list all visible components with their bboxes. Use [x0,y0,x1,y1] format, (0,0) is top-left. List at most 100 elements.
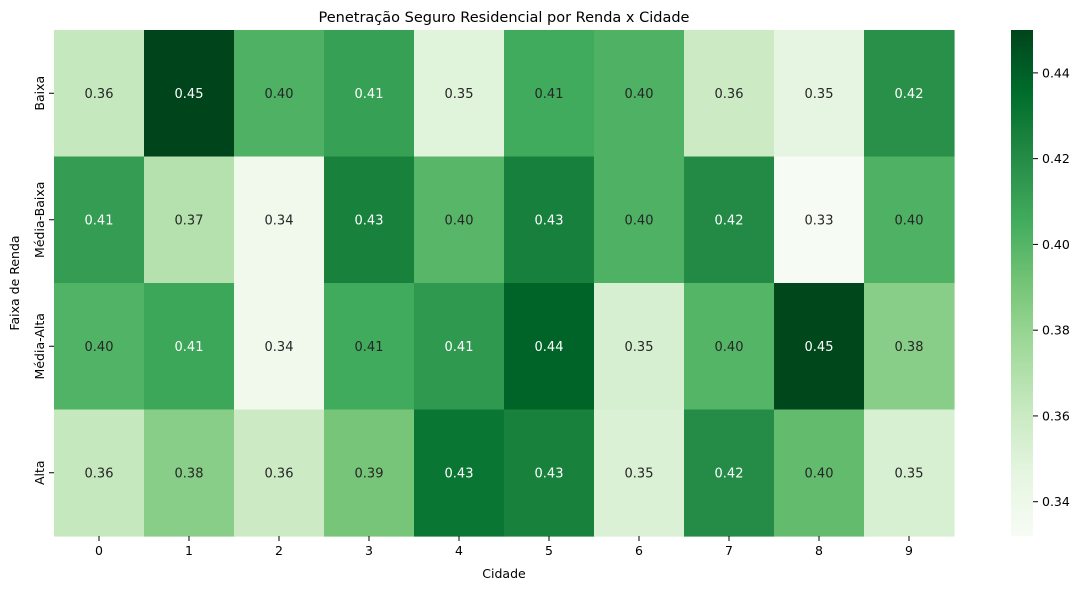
cell-value-label: 0.39 [355,466,384,481]
x-tick-label: 8 [815,543,823,558]
heatmap-cell [504,30,595,158]
cell-value-label: 0.45 [805,340,834,355]
y-tick-label: Média-Alta [32,313,47,379]
cell-value-label: 0.42 [895,87,924,102]
heatmap-cell [234,156,325,284]
cell-value-label: 0.40 [805,466,834,481]
heatmap-cell [684,283,775,411]
x-tick-label: 6 [635,543,643,558]
cell-value-label: 0.41 [175,340,204,355]
heatmap-cell [54,283,145,411]
heatmap-cell [684,156,775,284]
heatmap-cell [594,30,685,158]
heatmap-cell [594,156,685,284]
cell-value-label: 0.34 [265,213,294,228]
heatmap-cell [54,156,145,284]
x-tick-label: 5 [545,543,553,558]
cell-value-label: 0.40 [895,213,924,228]
cell-value-label: 0.40 [625,87,654,102]
y-axis-label: Faixa de Renda [7,235,22,330]
cell-value-label: 0.43 [535,213,564,228]
y-tick-label: Alta [32,460,47,485]
heatmap-cell [864,283,955,411]
x-tick-label: 2 [275,543,283,558]
heatmap-cell [324,156,415,284]
cell-value-label: 0.37 [175,213,204,228]
cell-value-label: 0.36 [85,466,114,481]
heatmap-cell [414,283,505,411]
heatmap-cell [414,409,505,537]
cell-value-label: 0.40 [625,213,654,228]
cell-value-label: 0.41 [355,87,384,102]
x-axis-ticks: 0 1 2 3 4 5 6 7 8 9 [95,536,913,558]
cell-value-label: 0.40 [85,340,114,355]
colorbar-tick-label: 0.36 [1042,408,1070,423]
cell-value-label: 0.33 [805,213,834,228]
chart-title: Penetração Seguro Residencial por Renda … [319,10,690,26]
colorbar-ticks: 0.34 0.36 0.38 0.40 0.42 0.44 [1033,65,1070,509]
cell-value-label: 0.40 [715,340,744,355]
cell-value-label: 0.34 [265,340,294,355]
x-tick-label: 0 [95,543,103,558]
heatmap-cell [774,409,865,537]
cell-value-label: 0.36 [85,87,114,102]
heatmap-cell [144,409,235,537]
x-axis-label: Cidade [482,566,526,581]
colorbar-tick-label: 0.44 [1042,65,1070,80]
cell-value-label: 0.35 [625,466,654,481]
heatmap-cell [234,283,325,411]
cell-value-label: 0.42 [715,213,744,228]
heatmap-cell [234,409,325,537]
colorbar-tick-label: 0.38 [1042,323,1070,338]
y-tick-label: Baixa [32,76,47,111]
cell-value-label: 0.40 [265,87,294,102]
heatmap-cell [504,283,595,411]
heatmap-cell [324,283,415,411]
heatmap-cell [54,409,145,537]
cell-value-label: 0.38 [895,340,924,355]
heatmap-cell [594,409,685,537]
heatmap-cell [144,30,235,158]
y-tick-label: Média-Baixa [32,182,47,258]
heatmap-cell [504,409,595,537]
heatmap-cell [324,30,415,158]
x-tick-label: 7 [725,543,733,558]
heatmap-cell [54,30,145,158]
cell-value-label: 0.43 [535,466,564,481]
heatmap-cell [594,283,685,411]
heatmap-cell [144,283,235,411]
colorbar-tick-label: 0.34 [1042,494,1070,509]
heatmap-cell [414,30,505,158]
cell-value-label: 0.41 [355,340,384,355]
cell-value-label: 0.41 [85,213,114,228]
cell-value-label: 0.45 [175,87,204,102]
cell-value-label: 0.35 [445,87,474,102]
cell-value-label: 0.41 [535,87,564,102]
x-tick-label: 4 [455,543,463,558]
heatmap-cell [414,156,505,284]
heatmap-cell-labels: 0.36 0.45 0.40 0.41 0.35 0.41 0.40 0.36 0.35 0.42… [85,87,924,482]
heatmap-cell [684,409,775,537]
cell-value-label: 0.35 [805,87,834,102]
heatmap-cells [54,30,955,537]
cell-value-label: 0.43 [355,213,384,228]
heatmap-cell [864,156,955,284]
y-axis-ticks: Baixa Média-Baixa Média-Alta Alta [32,76,54,485]
heatmap-cell [864,409,955,537]
heatmap-cell [234,30,325,158]
cell-value-label: 0.41 [445,340,474,355]
x-tick-label: 1 [185,543,193,558]
cell-value-label: 0.43 [445,466,474,481]
heatmap-cell [864,30,955,158]
cell-value-label: 0.36 [715,87,744,102]
cell-value-label: 0.36 [265,466,294,481]
heatmap-cell [684,30,775,158]
colorbar [1011,30,1033,536]
cell-value-label: 0.42 [715,466,744,481]
heatmap-cell [774,283,865,411]
heatmap-cell [774,156,865,284]
heatmap-cell [774,30,865,158]
colorbar-tick-label: 0.42 [1042,151,1070,166]
cell-value-label: 0.40 [445,213,474,228]
